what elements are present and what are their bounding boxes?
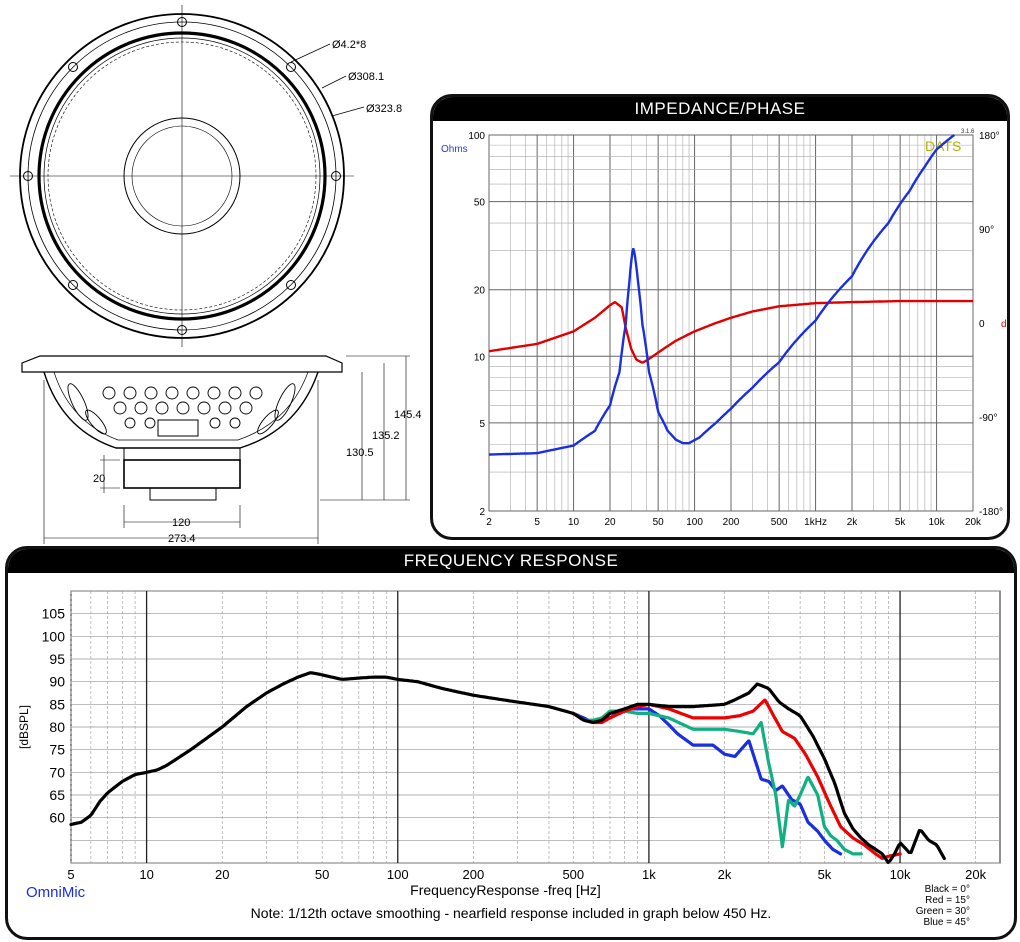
impedance-x-tick: 50 [653,517,665,528]
impedance-x-tick: 2 [486,517,492,528]
frequency-x-tick: 100 [387,867,409,882]
side-basket-inner [53,371,309,441]
deg-label: deg [1001,319,1007,330]
frequency-grid [70,590,1001,864]
impedance-y-tick: 10 [474,352,486,363]
frequency-x-tick: 10k [890,867,911,882]
frequency-y-label: [dBSPL] [17,705,31,749]
impedance-x-tick: 1kHz [804,517,827,528]
impedance-y-tick: 20 [474,286,486,297]
side-flange [21,355,343,373]
dim-frame-width: 273.4 [168,533,196,545]
frequency-y-tick: 65 [49,787,65,803]
legend-item: Green = 30° [916,906,970,917]
dim-height-mid: 135.2 [372,430,400,442]
side-view [21,355,410,544]
phase-y-tick: 180° [979,131,1000,142]
frequency-x-tick: 1k [642,867,656,882]
mounting-holes [23,17,341,335]
magnet [123,459,241,489]
technical-drawing: Ø4.2*8 Ø308.1 Ø323.8 [10,5,422,545]
impedance-x-tick: 10k [929,517,946,528]
impedance-x-tick: 500 [771,517,788,528]
phase-y-tick: -180° [979,507,1003,518]
frequency-x-tick: 10 [139,867,153,882]
legend: Black = 0°Red = 15°Green = 30°Blue = 45° [916,884,970,928]
impedance-x-tick: 100 [686,517,703,528]
dim-leaders [290,43,365,117]
impedance-x-tick: 200 [723,517,740,528]
terminal-block [157,419,199,437]
frequency-y-tick: 85 [49,696,65,712]
impedance-y-tick: 50 [474,198,486,209]
frequency-x-tick: 50 [315,867,329,882]
dim-baffle: Ø308.1 [348,71,384,83]
impedance-grid [488,134,974,512]
frequency-x-tick: 20 [215,867,229,882]
dim-magnet-height: 20 [93,473,105,485]
frequency-y-tick: 80 [49,719,65,735]
impedance-y-tick: 2 [479,507,485,518]
magnet-back-plate [149,487,217,501]
impedance-panel: IMPEDANCE/PHASE 2 5 10 20 50 100 200 500 1kHz 2k 5… [430,94,1010,540]
frequency-x-tick: 5 [67,867,74,882]
frequency-x-tick: 5k [818,867,832,882]
impedance-title: IMPEDANCE/PHASE [433,97,1007,121]
phase-y-tick: -90° [979,413,997,424]
impedance-x-tick: 5k [895,517,907,528]
impedance-x-tick: 2k [847,517,859,528]
frequency-y-tick: 95 [49,651,65,667]
frequency-y-tick: 105 [42,606,66,622]
frequency-x-label: FrequencyResponse -freq [Hz] [410,882,601,898]
frequency-x-tick: 2k [718,867,732,882]
impedance-x-tick: 20k [965,517,982,528]
legend-item: Blue = 45° [923,917,970,928]
frequency-x-tick: 20k [965,867,986,882]
impedance-x-tick: 20 [604,517,616,528]
frequency-title: FREQUENCY RESPONSE [8,549,1014,573]
frequency-chart: 60 65 70 75 80 85 90 95 100 105 5 10 20 50 100 200 500 1k… [17,590,1001,928]
dim-hole: Ø4.2*8 [332,39,366,51]
legend-item: Black = 0° [925,884,970,895]
dats-brand: DATS [925,138,961,154]
frequency-y-tick: 100 [42,628,66,644]
impedance-y-tick: 100 [468,131,485,142]
frequency-panel: FREQUENCY RESPONSE 60 65 70 75 80 85 90 95 100 10… [5,546,1017,940]
phase-y-tick: 90° [979,225,994,236]
impedance-x-tick: 5 [534,517,540,528]
impedance-chart: 2 5 10 20 50 100 200 500 1kHz 2k 5k 10k 20k 2 5 10 20 50 1… [441,129,1007,528]
phase-line [488,299,973,364]
dats-version: 3.1.6 [961,129,975,135]
dim-height-frame: 130.5 [346,447,374,459]
magnet-top-plate [123,447,241,461]
omnimic-brand: OmniMic [26,884,86,901]
frequency-y-tick: 70 [49,764,65,780]
series-line-red [571,698,902,860]
impedance-y-tick: 5 [479,419,485,430]
frequency-y-tick: 90 [49,674,65,690]
frequency-x-tick: 200 [463,867,485,882]
series-line-black [69,671,946,864]
front-view [10,5,365,347]
impedance-x-tick: 10 [568,517,580,528]
side-dimension-lines [43,355,410,544]
phase-y-tick: 0 [979,319,985,330]
legend-item: Red = 15° [925,895,970,906]
smoothing-note: Note: 1/12th octave smoothing - nearfiel… [251,905,772,921]
ohms-label: Ohms [441,144,468,155]
dim-frame: Ø323.8 [366,103,402,115]
frequency-x-tick: 500 [562,867,584,882]
dim-magnet-width: 120 [172,517,190,529]
basket-vents [67,383,296,435]
dim-height-total: 145.4 [394,409,422,421]
frequency-y-tick: 60 [49,810,65,826]
frequency-y-tick: 75 [49,742,65,758]
impedance-line [489,134,955,456]
